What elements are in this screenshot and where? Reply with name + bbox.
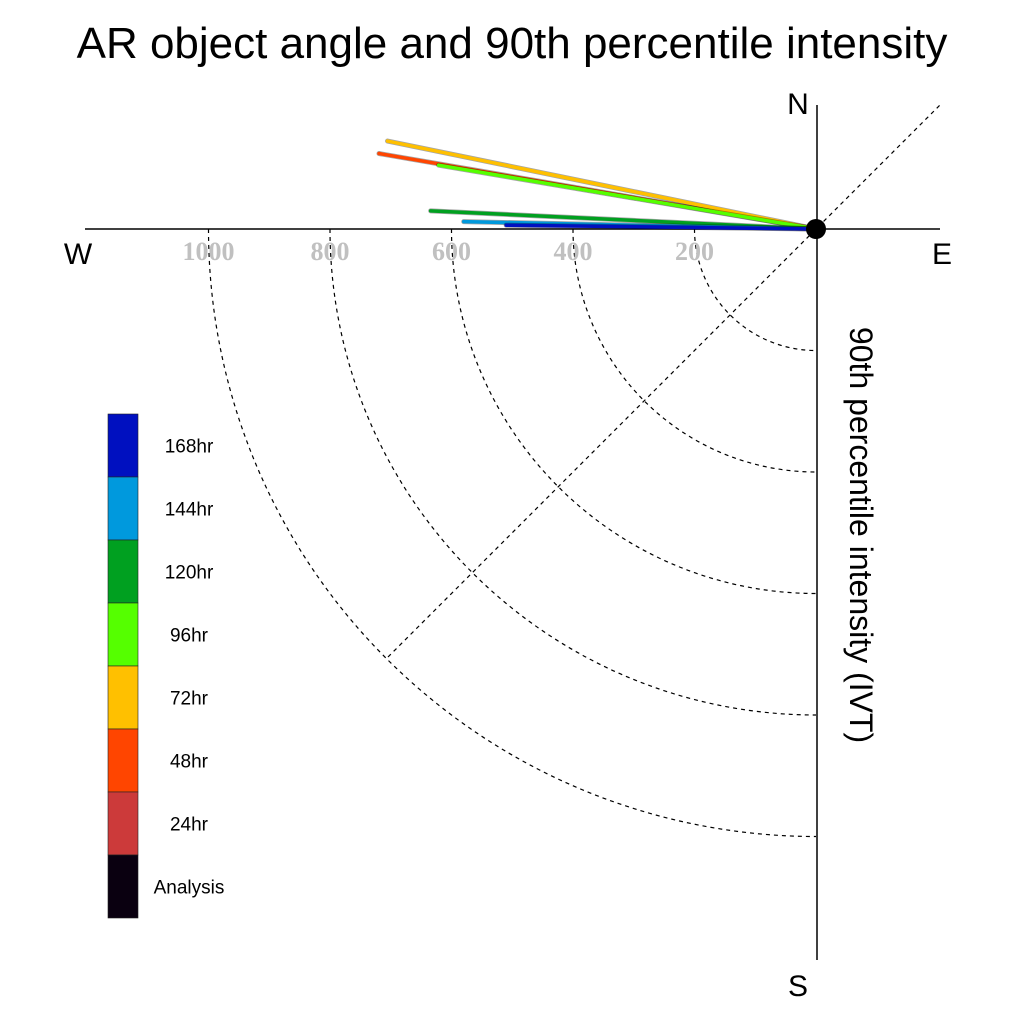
legend-label-144hr: 144hr xyxy=(165,500,214,521)
legend-label-24hr: 24hr xyxy=(170,815,209,836)
legend-swatch-144hr xyxy=(107,476,139,541)
chart-title: AR object angle and 90th percentile inte… xyxy=(77,19,948,68)
grid-diagonal xyxy=(387,104,941,658)
legend-swatch-168hr xyxy=(107,413,139,478)
legend-swatch-24hr xyxy=(107,791,139,856)
series-line-168hr xyxy=(504,223,818,231)
legend-swatch-96hr xyxy=(107,602,139,667)
legend-swatch-48hr xyxy=(107,728,139,793)
legend: 168hr 144hr 120hr 96hr 72hr 48hr 24hr Analysis xyxy=(107,413,225,919)
grid-ring-1000 xyxy=(207,228,817,838)
tick-label-800: 800 xyxy=(311,237,350,266)
compass-east: E xyxy=(932,238,952,271)
grid-ring-800 xyxy=(329,228,817,716)
legend-label-168hr: 168hr xyxy=(165,437,214,458)
legend-label-72hr: 72hr xyxy=(170,689,209,710)
compass-west: W xyxy=(64,238,93,271)
grid-ring-200 xyxy=(693,228,817,352)
series-line-72hr xyxy=(385,139,818,231)
compass-south: S xyxy=(788,970,808,1003)
legend-swatch-Analysis xyxy=(107,854,139,919)
compass-north: N xyxy=(787,88,809,121)
legend-label-96hr: 96hr xyxy=(170,626,209,647)
legend-swatch-72hr xyxy=(107,665,139,730)
tick-label-200: 200 xyxy=(675,237,714,266)
radial-grid xyxy=(207,104,941,838)
tick-label-600: 600 xyxy=(432,237,471,266)
tick-label-400: 400 xyxy=(554,237,593,266)
series-lines xyxy=(376,138,819,232)
legend-label-48hr: 48hr xyxy=(170,752,209,773)
tick-label-1000: 1000 xyxy=(183,237,235,266)
legend-label-Analysis: Analysis xyxy=(154,878,225,899)
legend-label-120hr: 120hr xyxy=(165,563,214,584)
series-line-96hr xyxy=(436,163,818,231)
origin-marker xyxy=(806,219,826,239)
y-axis-label: 90th percentile intensity (IVT) xyxy=(843,327,879,743)
radial-tick-labels: 200 400 600 800 1000 xyxy=(183,237,715,266)
legend-swatch-120hr xyxy=(107,539,139,604)
